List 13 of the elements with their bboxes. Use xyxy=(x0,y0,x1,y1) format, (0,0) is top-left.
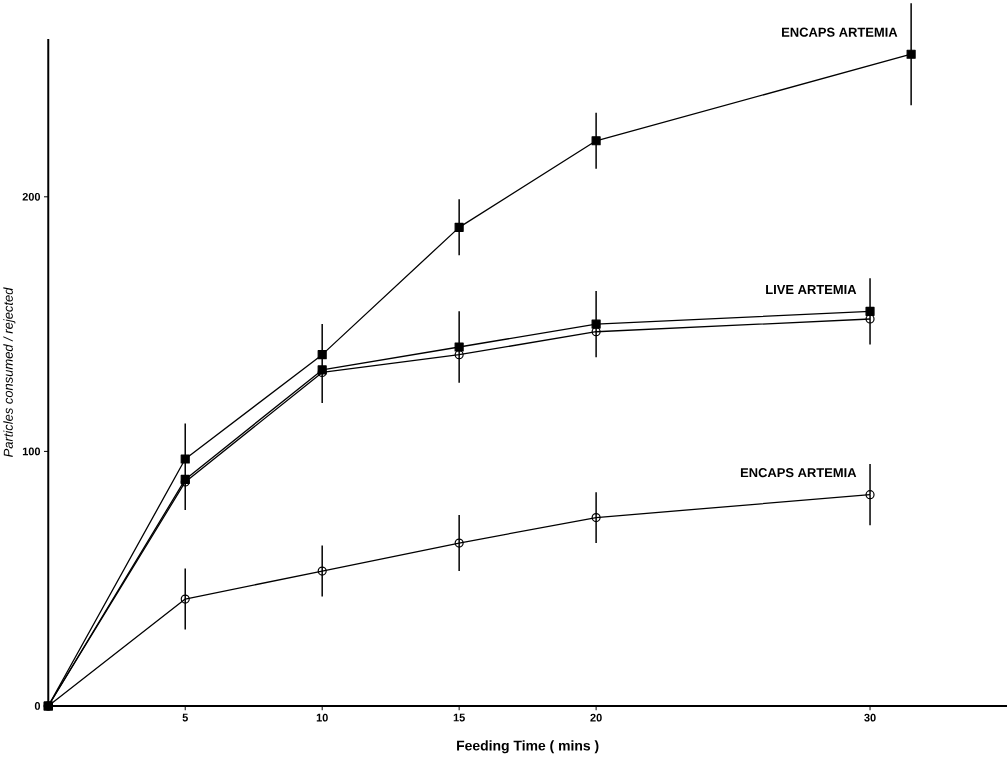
x-tick-label: 5 xyxy=(182,713,188,722)
y-tick-label: 100 xyxy=(22,447,41,456)
series-label: LIVE ARTEMIA xyxy=(766,285,857,295)
y-tick-label: 0 xyxy=(34,702,41,711)
series-label: ENCAPS ARTEMIA xyxy=(740,468,857,478)
y-axis-title: Particles consumed / rejected xyxy=(3,287,16,458)
x-tick-label: 15 xyxy=(453,713,465,722)
x-tick-label: 10 xyxy=(316,713,328,722)
x-tick-label: 20 xyxy=(590,713,602,722)
y-tick-label: 200 xyxy=(22,193,41,201)
x-axis-title: Feeding Time ( mins ) xyxy=(457,740,599,754)
x-tick-label: 30 xyxy=(864,713,876,722)
series-label: ENCAPS ARTEMIA xyxy=(782,27,898,37)
